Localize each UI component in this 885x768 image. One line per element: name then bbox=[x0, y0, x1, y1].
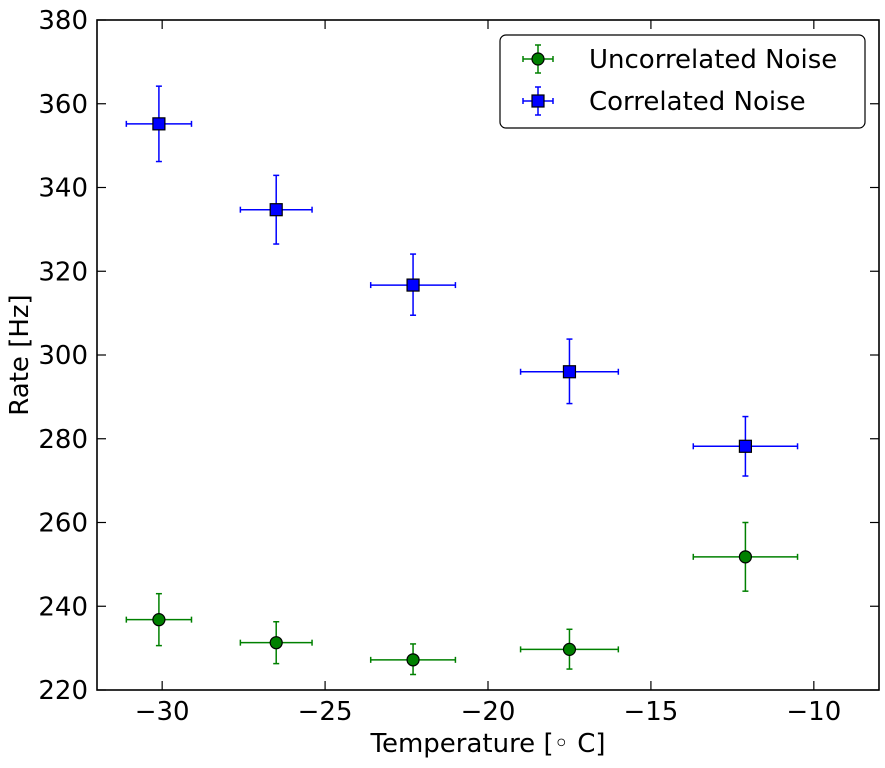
legend-label: Uncorrelated Noise bbox=[589, 45, 837, 75]
ticks-layer: −30 −25 −20 −15 −10 220 240 260 280 300 320 340 360 3… bbox=[38, 6, 879, 727]
x-tick-label: −25 bbox=[298, 697, 353, 727]
y-tick-label: 340 bbox=[38, 174, 88, 204]
x-tick-label: −10 bbox=[786, 697, 841, 727]
y-tick-label: 220 bbox=[38, 676, 88, 706]
data-point-square bbox=[406, 278, 420, 292]
data-point-square bbox=[269, 203, 283, 217]
data-point-square bbox=[152, 117, 166, 131]
series-1 bbox=[125, 85, 799, 477]
series-0 bbox=[125, 521, 799, 676]
plot-area-frame bbox=[96, 19, 880, 691]
x-axis-label: Temperature [◦ C] bbox=[369, 729, 605, 759]
data-point-circle bbox=[152, 613, 166, 627]
x-tick-label: −15 bbox=[623, 697, 678, 727]
data-point-circle bbox=[562, 642, 577, 656]
legend-item: Uncorrelated Noise bbox=[522, 44, 837, 75]
data-point-square bbox=[531, 94, 545, 108]
x-tick-label: −20 bbox=[461, 697, 516, 727]
data-point-circle bbox=[738, 550, 753, 564]
y-axis-label: Rate [Hz] bbox=[5, 294, 35, 415]
y-tick-label: 360 bbox=[38, 90, 88, 120]
x-tick-label: −30 bbox=[135, 697, 190, 727]
legend: Uncorrelated Noise Correlated Noise bbox=[499, 34, 866, 129]
data-point-circle bbox=[269, 636, 283, 650]
y-tick-label: 240 bbox=[38, 592, 88, 622]
data-point-square bbox=[738, 439, 753, 453]
legend-frame bbox=[499, 34, 866, 129]
y-tick-label: 300 bbox=[38, 341, 88, 371]
data-point-circle bbox=[531, 52, 545, 66]
legend-item: Correlated Noise bbox=[522, 86, 806, 117]
legend-label: Correlated Noise bbox=[589, 87, 806, 117]
data-point-square bbox=[562, 365, 577, 379]
y-tick-label: 260 bbox=[38, 509, 88, 539]
series-layer bbox=[125, 85, 799, 676]
data-point-circle bbox=[406, 653, 420, 667]
y-tick-label: 320 bbox=[38, 257, 88, 287]
y-tick-label: 280 bbox=[38, 425, 88, 455]
y-tick-label: 380 bbox=[38, 6, 88, 36]
